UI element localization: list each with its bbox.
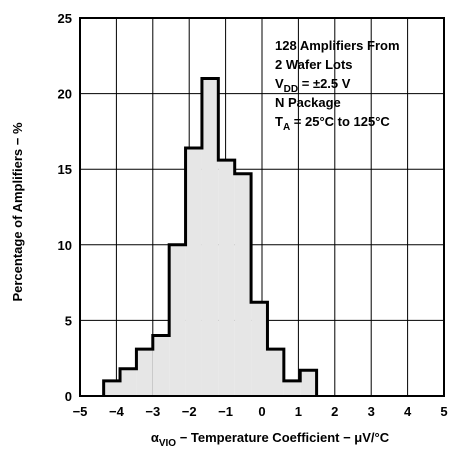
x-tick-label: −1 [218, 404, 233, 419]
x-tick-label: 4 [404, 404, 412, 419]
x-axis-label-prefix: α [151, 430, 159, 445]
annotation-line3: VDD = ±2.5 V [275, 76, 351, 95]
x-tick-label: −5 [73, 404, 88, 419]
y-tick-labels: 0 5 10 15 20 25 [58, 11, 72, 404]
y-tick-label: 0 [65, 389, 72, 404]
annotation-line3-sub: DD [284, 84, 298, 95]
x-axis-label: αVIO − Temperature Coefficient − μV/°C [151, 430, 390, 449]
x-tick-label: 0 [258, 404, 265, 419]
histogram-bar [103, 380, 121, 396]
y-tick-label: 5 [65, 313, 72, 328]
annotation-box: 128 Amplifiers From 2 Wafer Lots VDD = ±… [275, 38, 400, 133]
y-tick-label: 25 [58, 11, 72, 26]
y-tick-label: 10 [58, 238, 72, 253]
x-tick-labels: −5 −4 −3 −2 −1 0 1 2 3 4 5 [73, 404, 448, 419]
histogram-bar [300, 370, 317, 396]
histogram-bar [169, 244, 186, 396]
x-axis-label-sub: VIO [159, 438, 176, 449]
annotation-line2: 2 Wafer Lots [275, 57, 353, 72]
annotation-line4: N Package [275, 95, 341, 110]
x-tick-label: −3 [145, 404, 160, 419]
annotation-line1: 128 Amplifiers From [275, 38, 400, 53]
histogram-bar [218, 160, 235, 396]
histogram-bar [185, 148, 202, 396]
histogram-bars [102, 76, 319, 396]
annotation-line5-main: T [275, 114, 283, 129]
annotation-line3-rest: = ±2.5 V [298, 76, 351, 91]
annotation-line3-main: V [275, 76, 284, 91]
histogram-bar [234, 173, 252, 396]
x-tick-label: 5 [440, 404, 447, 419]
histogram-bar [136, 349, 153, 396]
annotation-line5: TA = 25°C to 125°C [275, 114, 390, 133]
histogram-bar [120, 368, 137, 396]
histogram-bar [152, 335, 170, 396]
annotation-line5-rest: = 25°C to 125°C [290, 114, 390, 129]
histogram-bar [201, 78, 219, 396]
y-axis-label: Percentage of Amplifiers − % [10, 122, 25, 301]
x-tick-label: 3 [368, 404, 375, 419]
plot-frame [79, 17, 445, 397]
y-tick-label: 20 [58, 87, 72, 102]
x-axis-label-rest: − Temperature Coefficient − μV/°C [176, 430, 390, 445]
histogram-bar [267, 349, 284, 396]
x-tick-label: −4 [109, 404, 125, 419]
x-tick-label: −2 [182, 404, 197, 419]
histogram-bar [251, 302, 268, 396]
histogram-bar [283, 380, 301, 396]
annotation-line5-sub: A [283, 122, 290, 133]
y-tick-label: 15 [58, 162, 72, 177]
x-tick-label: 2 [331, 404, 338, 419]
histogram-outline [102, 76, 319, 396]
x-tick-label: 1 [295, 404, 302, 419]
